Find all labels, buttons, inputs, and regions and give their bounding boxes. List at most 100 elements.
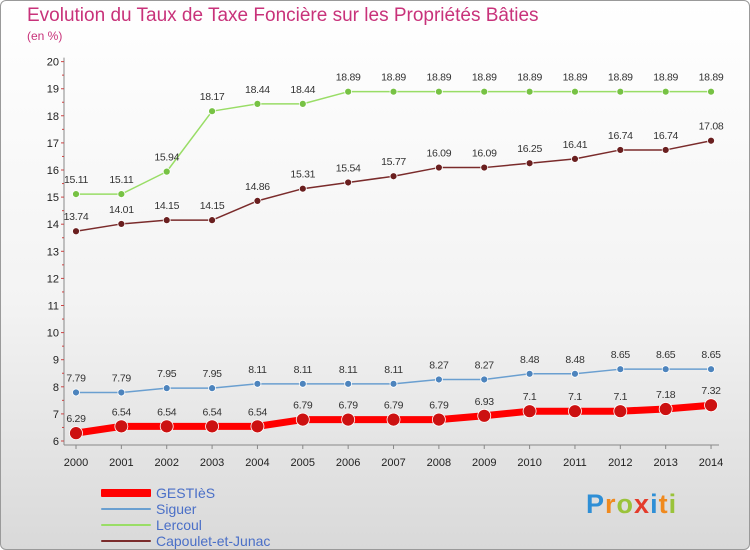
data-label-gesti-s: 6.79 [293, 400, 313, 412]
data-point-capoulet-et-junac [117, 220, 126, 228]
logo-letter: t [658, 489, 669, 519]
data-label-siguer: 8.11 [384, 364, 403, 376]
data-label-capoulet-et-junac: 14.15 [154, 200, 179, 212]
data-point-siguer [661, 365, 670, 374]
data-point-siguer [525, 369, 534, 378]
legend-item: Capoulet-et-Junac [101, 533, 270, 549]
data-point-siguer [616, 365, 625, 374]
data-point-lercoul [298, 99, 307, 108]
data-point-capoulet-et-junac [253, 196, 262, 205]
data-label-gesti-s: 7.18 [656, 389, 676, 401]
data-label-siguer: 8.11 [294, 364, 313, 376]
data-point-capoulet-et-junac [208, 216, 216, 225]
data-label-gesti-s: 6.54 [202, 406, 222, 418]
data-point-gesti-s [568, 404, 582, 419]
legend-swatch [101, 508, 151, 510]
y-tick-label: 14 [47, 219, 59, 231]
y-tick-label: 17 [47, 138, 59, 150]
data-point-lercoul [525, 87, 534, 96]
data-point-capoulet-et-junac [525, 159, 534, 168]
data-point-gesti-s [205, 419, 219, 434]
data-point-siguer [707, 365, 715, 374]
data-label-capoulet-et-junac: 15.77 [381, 156, 406, 168]
data-point-gesti-s [69, 426, 83, 441]
logo-letter: r [605, 489, 617, 519]
data-label-gesti-s: 6.54 [248, 406, 268, 418]
data-point-gesti-s [522, 404, 537, 419]
data-label-siguer: 7.95 [202, 368, 222, 380]
data-point-gesti-s [159, 419, 174, 434]
y-tick-label: 9 [53, 355, 59, 367]
data-point-capoulet-et-junac [344, 178, 353, 187]
x-tick-label: 2001 [109, 457, 133, 469]
legend-swatch [101, 524, 151, 526]
data-point-capoulet-et-junac [480, 163, 489, 172]
data-label-lercoul: 18.89 [472, 72, 497, 84]
y-tick-label: 11 [48, 301, 59, 313]
data-point-gesti-s [613, 404, 628, 419]
y-tick-label: 20 [47, 57, 59, 69]
data-point-siguer [208, 384, 216, 393]
data-label-lercoul: 18.89 [563, 72, 588, 84]
x-tick-label: 2005 [291, 457, 315, 469]
data-point-siguer [434, 375, 443, 384]
logo-letter: o [616, 489, 635, 519]
data-label-capoulet-et-junac: 16.09 [426, 148, 451, 160]
x-tick-label: 2011 [563, 457, 587, 469]
data-label-lercoul: 18.89 [517, 72, 542, 84]
data-label-siguer: 8.65 [611, 349, 631, 361]
data-label-capoulet-et-junac: 16.41 [563, 139, 588, 151]
data-label-siguer: 8.11 [339, 364, 358, 376]
y-tick-label: 7 [53, 409, 59, 421]
data-point-lercoul [344, 87, 353, 96]
legend-label: Siguer [156, 501, 197, 517]
x-tick-label: 2007 [381, 457, 405, 469]
data-label-lercoul: 18.44 [290, 84, 315, 96]
data-label-gesti-s: 7.1 [523, 391, 537, 403]
data-point-capoulet-et-junac [72, 227, 80, 236]
data-point-gesti-s [250, 419, 265, 434]
data-point-capoulet-et-junac [389, 172, 398, 181]
legend-swatch [101, 540, 151, 542]
data-label-capoulet-et-junac: 15.31 [290, 169, 315, 181]
data-point-gesti-s [658, 402, 673, 416]
proxiti-logo: Proxiti [586, 489, 677, 520]
data-point-lercoul [162, 167, 171, 176]
y-tick-label: 16 [47, 165, 59, 177]
x-tick-label: 2009 [472, 457, 496, 469]
x-tick-label: 2013 [653, 457, 677, 469]
data-label-lercoul: 18.89 [336, 72, 361, 84]
chart-title: Evolution du Taux de Taxe Foncière sur l… [27, 5, 539, 26]
x-tick-label: 2010 [517, 457, 541, 469]
data-label-lercoul: 18.89 [608, 72, 633, 84]
data-point-lercoul [480, 87, 489, 96]
data-label-lercoul: 18.44 [245, 84, 270, 96]
logo-letter: i [668, 489, 678, 519]
y-tick-label: 18 [47, 111, 59, 123]
data-label-lercoul: 18.89 [653, 72, 678, 84]
data-point-siguer [253, 379, 262, 388]
legend-item: Siguer [101, 501, 270, 517]
data-point-lercoul [389, 87, 398, 96]
data-point-siguer [117, 388, 126, 397]
data-point-gesti-s [431, 412, 446, 427]
data-label-capoulet-et-junac: 14.86 [245, 181, 270, 193]
data-point-lercoul [253, 99, 262, 108]
data-label-siguer: 7.79 [112, 372, 132, 384]
y-tick-label: 19 [47, 84, 59, 96]
data-point-capoulet-et-junac [616, 146, 625, 154]
x-tick-label: 2012 [608, 457, 632, 469]
data-label-gesti-s: 6.54 [112, 406, 132, 418]
data-label-siguer: 7.95 [157, 368, 177, 380]
data-label-gesti-s: 6.79 [429, 400, 449, 412]
data-point-lercoul [661, 87, 670, 96]
data-point-lercoul [72, 190, 80, 199]
data-point-gesti-s [704, 398, 718, 413]
data-label-lercoul: 18.89 [426, 72, 451, 84]
logo-letter: P [586, 489, 606, 519]
unit-label: (en %) [27, 29, 63, 43]
legend-label: Capoulet-et-Junac [156, 533, 271, 549]
data-point-capoulet-et-junac [162, 216, 171, 225]
y-tick-label: 6 [53, 436, 59, 448]
